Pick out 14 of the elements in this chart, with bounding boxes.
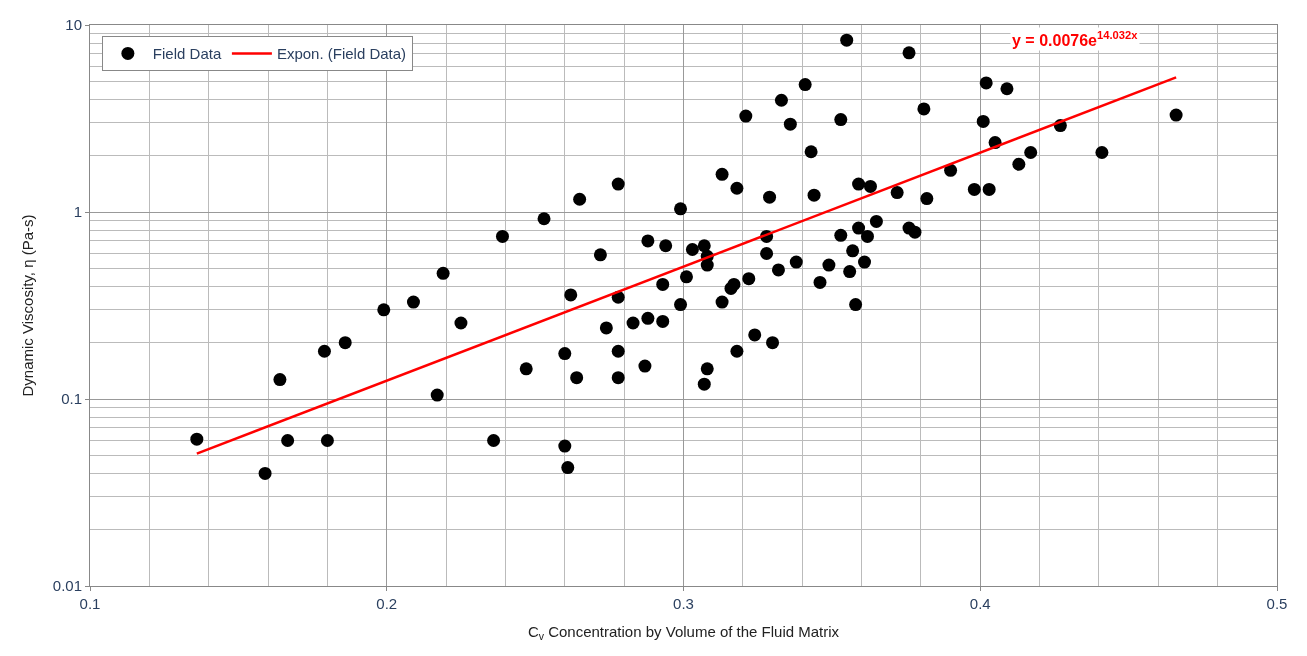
y-tick-label: 0.01 <box>52 577 82 595</box>
x-tick-label: 0.2 <box>376 595 398 612</box>
y-tick-label: 1 <box>73 203 82 221</box>
legend-label: Expon. (Field Data) <box>276 45 407 63</box>
y-tick-label: 0.1 <box>61 390 82 408</box>
x-tick-label: 0.4 <box>969 595 991 612</box>
legend-label: Field Data <box>152 45 222 63</box>
x-tick-label: 0.5 <box>1266 595 1288 612</box>
y-axis-title: Dynamic Viscosity, η (Pa-s) <box>19 214 37 397</box>
annotation: y = 0.0076e$^{14.032x}$ <box>1012 29 1139 49</box>
x-axis-title: C$_{v}$ Concentration by Volume of the Fluid Matrix <box>527 623 840 643</box>
x-tick-label: 0.3 <box>673 595 694 612</box>
y-tick-label: 10 <box>65 16 82 34</box>
x-tick-label: 0.1 <box>79 595 101 612</box>
